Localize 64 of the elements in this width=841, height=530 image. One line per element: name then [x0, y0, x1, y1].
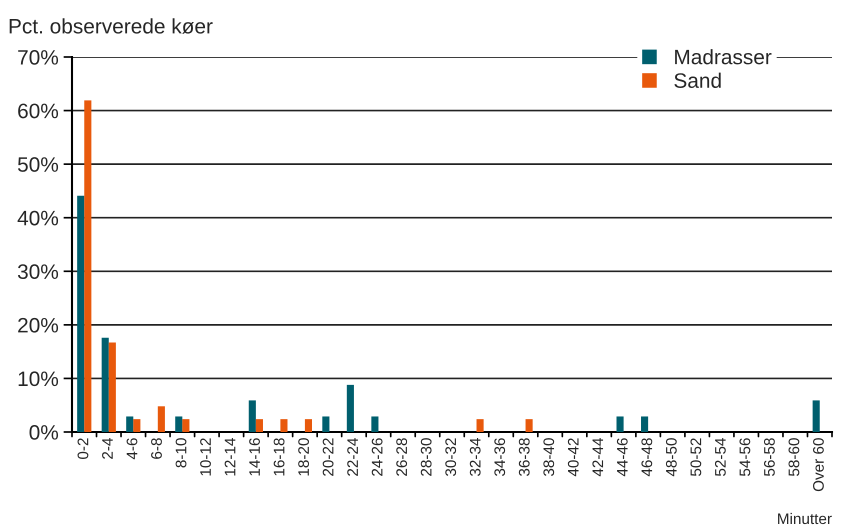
x-tick-label: 28-30 — [420, 438, 432, 476]
x-tick-label: 36-38 — [518, 438, 530, 476]
x-tick-label: 58-60 — [788, 438, 800, 476]
bar — [371, 416, 378, 432]
bar — [108, 342, 116, 432]
x-tick-label: 52-54 — [714, 438, 726, 476]
bar — [84, 100, 92, 432]
x-tick-label: 50-52 — [690, 438, 702, 476]
x-tick-label: 16-18 — [274, 438, 284, 476]
x-tick-label: 54-56 — [739, 438, 750, 476]
y-tick-label: 50% — [18, 157, 58, 172]
y-tick-label: 60% — [18, 104, 58, 118]
x-tick-label: 10-12 — [200, 438, 211, 476]
bar — [133, 419, 140, 432]
x-tick-label: 38-40 — [543, 438, 554, 476]
x-tick-label: 18-20 — [298, 438, 310, 476]
y-tick-label: 0% — [30, 425, 58, 440]
x-tick-label: 56-58 — [764, 438, 775, 476]
x-tick-label: 48-50 — [666, 438, 677, 476]
bar — [102, 338, 109, 432]
bar — [322, 416, 330, 432]
x-tick-label: 30-32 — [445, 438, 456, 476]
x-tick-label: 44-46 — [616, 438, 628, 476]
bar — [182, 419, 190, 432]
x-tick-label: 32-34 — [470, 438, 481, 476]
x-tick-label: 22-24 — [347, 438, 358, 476]
bar — [158, 406, 165, 432]
bar — [304, 419, 312, 432]
x-tick-label: 0-2 — [78, 438, 88, 460]
bar — [526, 419, 533, 432]
x-tick-label: 14-16 — [249, 438, 260, 476]
bar — [77, 196, 84, 432]
x-tick-label: 6-8 — [151, 438, 162, 459]
bar — [346, 384, 354, 432]
x-axis-title: Minutter — [778, 512, 832, 524]
x-tick-label: 4-6 — [126, 438, 138, 460]
x-tick-label: 34-36 — [494, 438, 506, 476]
x-tick-label: 8-10 — [176, 438, 186, 468]
x-tick-label: 40-42 — [568, 438, 579, 476]
x-tick-label: 46-48 — [641, 438, 652, 476]
y-tick-label: 70% — [18, 50, 58, 65]
x-tick-label: 42-44 — [592, 438, 604, 476]
x-tick-label: Over 60 — [813, 438, 824, 492]
bar — [616, 416, 624, 432]
bar — [476, 419, 484, 432]
legend-label: Madrasser — [675, 49, 772, 64]
y-tick-label: 40% — [18, 210, 58, 226]
bar — [175, 416, 182, 432]
bar — [126, 416, 134, 432]
y-tick-label: 30% — [18, 264, 58, 280]
y-tick-label: 10% — [18, 371, 58, 386]
x-tick-label: 26-28 — [396, 438, 408, 476]
bar — [248, 400, 256, 432]
bar — [256, 419, 263, 432]
bar — [641, 416, 648, 432]
y-tick-label: 20% — [18, 318, 58, 333]
x-tick-label: 24-26 — [372, 438, 383, 476]
bar — [812, 400, 820, 432]
y-axis-title: Pct. observerede køer — [10, 18, 213, 34]
legend-label: Sand — [674, 72, 721, 88]
x-tick-label: 12-14 — [224, 438, 236, 476]
bar — [280, 419, 288, 432]
x-tick-label: 2-4 — [102, 438, 113, 459]
x-tick-label: 20-22 — [322, 438, 334, 476]
